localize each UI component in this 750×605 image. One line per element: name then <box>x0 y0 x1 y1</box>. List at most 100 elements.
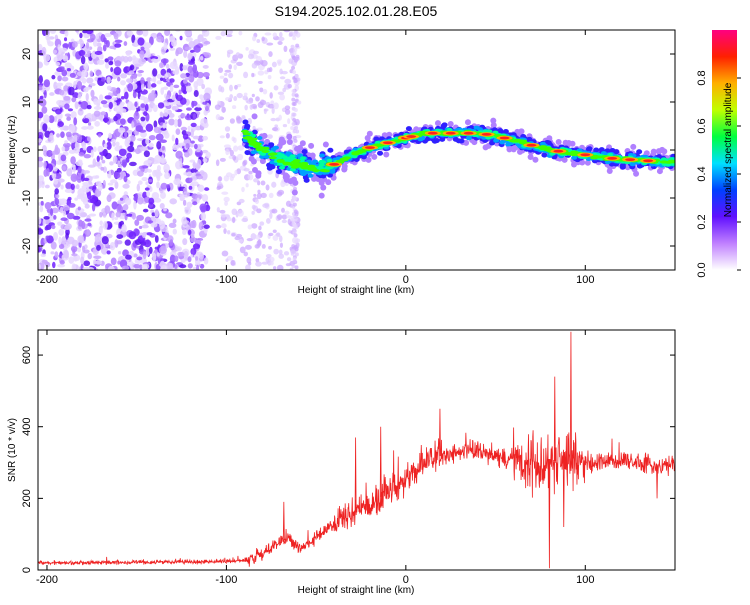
spectrogram-speckle-cell <box>141 177 148 182</box>
spectrogram-ridge-cell <box>570 150 579 154</box>
spectrogram-hot-cell <box>481 133 492 136</box>
spectrogram-speckle-cell <box>190 254 194 258</box>
spectrogram-speckle-cell <box>135 125 144 132</box>
spectrogram-speckle-cell <box>81 126 89 130</box>
x-tick-label: 100 <box>576 574 594 586</box>
spectrogram-speckle-cell <box>183 250 189 259</box>
spectrogram-ridge-cell <box>320 160 327 164</box>
spectrogram-speckle-cell <box>104 205 111 214</box>
spectrogram-speckle-cell <box>243 92 248 97</box>
spectrogram-speckle-cell <box>288 33 293 38</box>
spectrogram-speckle-cell <box>202 135 209 141</box>
spectrogram-speckle-cell <box>63 225 71 231</box>
spectrogram-speckle-cell <box>182 191 190 198</box>
spectrogram-ridge-cell <box>318 163 325 167</box>
spectrogram-speckle-cell <box>89 195 98 204</box>
spectrogram-speckle-cell <box>48 115 55 124</box>
spectrogram-speckle-cell <box>68 41 72 49</box>
x-tick-label: -200 <box>36 274 58 286</box>
spectrogram-speckle-cell <box>97 145 104 153</box>
spectrogram-speckle-cell <box>256 39 261 44</box>
spectrogram-hot-cell <box>329 163 340 166</box>
spectrogram-speckle-cell <box>97 182 103 192</box>
spectrogram-speckle-cell <box>80 213 88 217</box>
spectrogram-speckle-cell <box>116 93 121 99</box>
spectrogram-speckle-cell <box>73 134 78 143</box>
spectrogram-hot-cell <box>607 157 618 160</box>
spectrogram-speckle-cell <box>83 118 90 123</box>
spectrogram-speckle-cell <box>258 225 262 231</box>
spectrogram-speckle-cell <box>88 213 97 217</box>
spectrogram-speckle-cell <box>138 58 147 65</box>
spectrogram-speckle-cell <box>293 209 298 214</box>
spectrogram-speckle-cell <box>291 121 296 126</box>
spectrogram-speckle-cell <box>265 184 270 191</box>
spectrogram-speckle-cell <box>83 62 89 71</box>
spectrogram-speckle-cell <box>137 70 144 74</box>
spectrogram-ridge-cell <box>307 167 316 171</box>
spectrogram-speckle-cell <box>228 64 233 70</box>
spectrogram-speckle-cell <box>175 150 183 159</box>
spectrogram-speckle-cell <box>245 264 251 270</box>
spectrogram-ridge-cell <box>275 151 282 156</box>
spectrogram-hot-cell <box>499 136 510 140</box>
spectrogram-speckle-cell <box>220 31 226 37</box>
y-tick-label: -20 <box>21 238 33 254</box>
spectrogram-speckle-cell <box>116 167 122 173</box>
colorbar: 0.0 0.2 0.4 0.6 0.8 Normalized spectral ampl… <box>696 30 741 278</box>
spectrogram-speckle-cell <box>175 246 183 252</box>
spectrogram-speckle-cell <box>53 231 59 241</box>
spectrogram-ridge-cell <box>465 136 472 141</box>
spectrogram-speckle-cell <box>194 107 202 112</box>
spectrogram-speckle-cell <box>77 165 82 174</box>
spectrogram-speckle-cell <box>184 206 190 210</box>
spectrogram-ridge-cell <box>242 132 251 136</box>
spectrogram-hot-cell <box>364 146 375 150</box>
spectrogram-ridge-cell <box>366 130 373 137</box>
spectrogram-ridge-cell <box>541 152 548 158</box>
spectrogram-speckle-cell <box>201 83 206 90</box>
spectrogram-ridge-cell <box>299 170 306 175</box>
spectrogram-speckle-cell <box>233 96 238 102</box>
spectrogram-speckle-cell <box>184 46 192 51</box>
spectrogram-speckle-cell <box>112 141 116 147</box>
spectrogram-speckle-cell <box>101 236 109 245</box>
spectrogram-speckle-cell <box>160 87 164 95</box>
spectrogram-speckle-cell <box>277 40 283 46</box>
spectrogram-speckle-cell <box>270 117 277 122</box>
spectrogram-speckle-cell <box>182 229 187 236</box>
spectrogram-ridge-cell <box>636 149 643 155</box>
spectrogram-speckle-cell <box>58 228 65 236</box>
spectrogram-speckle-cell <box>137 197 144 205</box>
spectrogram-ridge-cell <box>659 146 666 153</box>
spectrogram-speckle-cell <box>139 95 146 101</box>
spectrogram-speckle-cell <box>43 114 50 124</box>
spectrogram-speckle-cell <box>140 131 147 138</box>
spectrogram-speckle-cell <box>54 188 60 195</box>
spectrogram-speckle-cell <box>185 37 193 42</box>
spectrogram-speckle-cell <box>215 159 220 167</box>
spectrogram-speckle-cell <box>199 203 207 212</box>
spectrogram-speckle-cell <box>151 58 157 63</box>
spectrogram-speckle-cell <box>86 229 91 236</box>
spectrogram-speckle-cell <box>257 80 263 84</box>
spectrogram-speckle-cell <box>53 178 59 185</box>
spectrogram-speckle-cell <box>113 171 121 179</box>
spectrogram-speckle-cell <box>105 40 110 48</box>
spectrogram-speckle-cell <box>131 121 135 129</box>
spectrogram-speckle-cell <box>279 94 285 101</box>
spectrogram-speckle-cell <box>166 184 170 189</box>
spectrogram-ridge-cell <box>251 129 258 135</box>
spectrogram-speckle-cell <box>168 113 175 118</box>
spectrogram-speckle-cell <box>57 44 61 51</box>
spectrogram-speckle-cell <box>164 73 169 80</box>
y-tick-label: 20 <box>21 48 33 60</box>
spectrogram-speckle-cell <box>57 178 65 183</box>
spectrogram-speckle-cell <box>226 51 231 58</box>
spectrogram-ridge-cell <box>586 146 593 152</box>
spectrogram-speckle-cell <box>121 265 130 270</box>
spectrogram-speckle-cell <box>173 84 180 89</box>
spectrogram-speckle-cell <box>237 209 244 217</box>
spectrogram-speckle-cell <box>196 264 200 270</box>
spectrogram-speckle-cell <box>293 215 298 220</box>
